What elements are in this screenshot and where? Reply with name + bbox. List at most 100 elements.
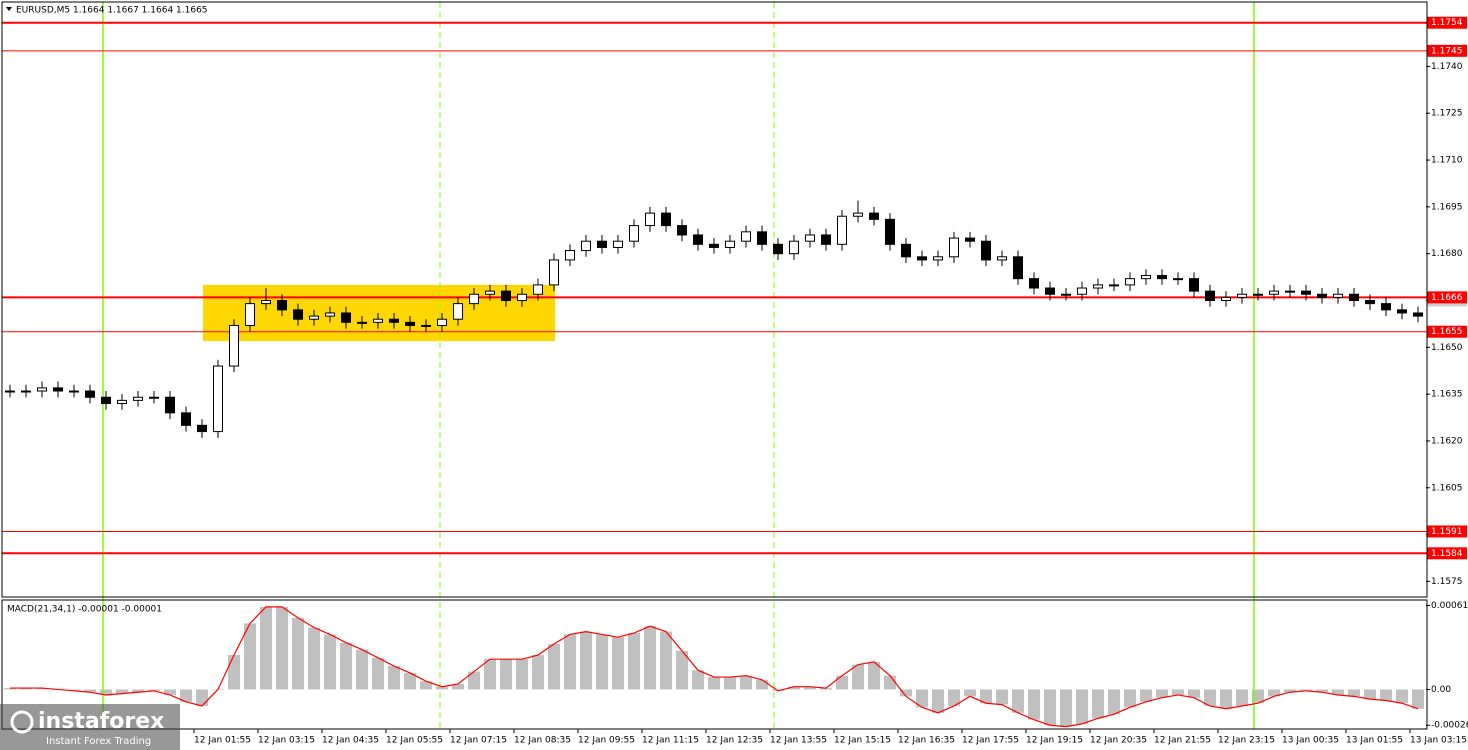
macd-bar xyxy=(1172,689,1184,695)
x-tick-label: 12 Jan 16:35 xyxy=(898,736,955,746)
x-tick-label: 13 Jan 03:15 xyxy=(1410,736,1467,746)
candle-body xyxy=(1189,278,1199,292)
candle-body xyxy=(85,390,95,398)
macd-bar xyxy=(1092,689,1104,719)
x-tick-label: 12 Jan 23:15 xyxy=(1218,736,1275,746)
candle-body xyxy=(917,256,927,261)
candle-body xyxy=(1301,290,1311,295)
candle-body xyxy=(357,321,367,324)
candle-body xyxy=(245,303,255,326)
candle-body xyxy=(1029,278,1039,289)
candle-body xyxy=(1365,300,1375,305)
candle-body xyxy=(965,237,975,242)
candle-body xyxy=(501,290,511,301)
macd-bar xyxy=(692,670,704,690)
macd-bar xyxy=(852,664,864,690)
candle-body xyxy=(1253,293,1263,296)
candle-body xyxy=(549,259,559,286)
level-label: 1.1754 xyxy=(1431,18,1463,28)
candle-body xyxy=(405,321,415,326)
x-tick-label: 12 Jan 03:15 xyxy=(258,736,315,746)
candle-body xyxy=(389,318,399,323)
macd-bar xyxy=(1332,689,1344,695)
macd-bar xyxy=(372,657,384,690)
x-tick-label: 12 Jan 12:35 xyxy=(706,736,763,746)
candle-body xyxy=(629,225,639,242)
macd-bar xyxy=(900,689,912,697)
macd-bar xyxy=(788,686,800,690)
y-tick-label: 0.00061 xyxy=(1431,601,1468,611)
candle-body xyxy=(341,312,351,323)
macd-bar xyxy=(260,606,272,690)
candle-body xyxy=(1093,284,1103,289)
candle-body xyxy=(597,240,607,248)
macd-bar xyxy=(996,689,1008,705)
candle-body xyxy=(1125,278,1135,286)
macd-bar xyxy=(516,659,528,690)
candle-body xyxy=(5,390,15,393)
candle-body xyxy=(1285,290,1295,293)
candle-body xyxy=(725,240,735,248)
x-tick-label: 12 Jan 08:35 xyxy=(514,736,571,746)
candle-body xyxy=(677,225,687,236)
candle-body xyxy=(693,234,703,245)
macd-bar xyxy=(948,689,960,706)
y-tick-label: 1.1620 xyxy=(1431,436,1463,446)
candle-body xyxy=(885,218,895,245)
x-tick-label: 12 Jan 04:35 xyxy=(322,736,379,746)
candle-body xyxy=(53,387,63,392)
macd-bar xyxy=(468,671,480,690)
candle-body xyxy=(421,324,431,327)
candle-body xyxy=(1413,312,1423,317)
candle-body xyxy=(213,365,223,433)
x-tick-label: 12 Jan 05:55 xyxy=(386,736,443,746)
candle-body xyxy=(869,212,879,220)
candle-body xyxy=(1349,293,1359,302)
x-tick-label: 12 Jan 19:15 xyxy=(1026,736,1083,746)
macd-bar xyxy=(884,675,896,690)
candle-body xyxy=(997,256,1007,261)
macd-bar xyxy=(756,679,768,690)
candle-body xyxy=(1205,290,1215,301)
candle-body xyxy=(469,293,479,305)
level-label: 1.1591 xyxy=(1431,527,1463,537)
macd-bar xyxy=(804,686,816,690)
y-tick-label: -0.00026 xyxy=(1431,721,1468,731)
macd-bar xyxy=(548,644,560,690)
level-tag xyxy=(1427,325,1467,338)
macd-bar xyxy=(1156,689,1168,698)
macd-bar xyxy=(196,689,208,706)
candle-body xyxy=(805,234,815,242)
macd-bar xyxy=(1012,689,1024,713)
y-tick-label: 1.1680 xyxy=(1431,249,1463,259)
candle-body xyxy=(149,396,159,399)
macd-bar xyxy=(932,689,944,713)
macd-bar xyxy=(964,689,976,697)
macd-bar xyxy=(4,688,16,690)
candle-body xyxy=(1173,278,1183,281)
collapse-icon[interactable] xyxy=(6,7,12,11)
level-label: 1.1745 xyxy=(1431,46,1463,56)
macd-bar xyxy=(1412,689,1424,709)
macd-bar xyxy=(660,631,672,690)
candle-body xyxy=(181,412,191,426)
candle-body xyxy=(101,396,111,404)
candle-body xyxy=(261,300,271,305)
macd-bar xyxy=(484,659,496,690)
macd-bar xyxy=(100,689,112,695)
candle-body xyxy=(517,293,527,302)
candle-body xyxy=(1045,287,1055,295)
candle-body xyxy=(277,300,287,311)
x-tick-label: 12 Jan 17:55 xyxy=(962,736,1019,746)
macd-line xyxy=(10,606,1419,728)
macd-bar xyxy=(1028,689,1040,720)
candle-body xyxy=(1077,287,1087,295)
macd-bar xyxy=(596,634,608,690)
macd-title: MACD(21,34,1) -0.00001 -0.00001 xyxy=(7,605,162,615)
candle-body xyxy=(373,318,383,323)
candle-body xyxy=(437,318,447,326)
candle-body xyxy=(757,231,767,245)
y-tick-label: 1.1605 xyxy=(1431,483,1463,493)
macd-bar xyxy=(1380,689,1392,701)
macd-bar xyxy=(1252,689,1264,704)
